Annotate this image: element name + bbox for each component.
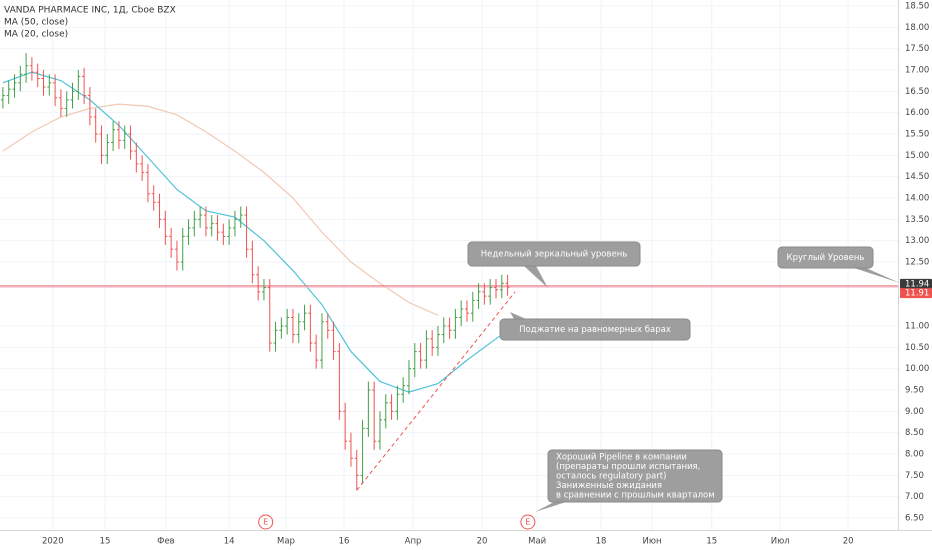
y-tick-label: 10.50 <box>905 343 929 353</box>
callout-text: Недельный зеркальный уровень <box>481 250 628 260</box>
x-tick-label: 15 <box>100 537 111 547</box>
y-tick-label: 14.50 <box>905 172 929 182</box>
callout-pointer <box>535 502 566 512</box>
x-tick-label: 16 <box>339 537 350 547</box>
callout-box <box>777 246 874 269</box>
y-tick-label: 9.50 <box>905 386 924 396</box>
y-tick-label: 9.00 <box>905 407 924 417</box>
y-tick-label: 18.50 <box>905 2 929 12</box>
y-tick-label: 6.50 <box>905 514 924 524</box>
callout-text: Заниженные ожидания <box>556 481 662 491</box>
y-tick-label: 13.00 <box>905 236 929 246</box>
plot <box>0 52 898 491</box>
y-tick-label: 13.50 <box>905 215 929 225</box>
y-tick-label: 12.50 <box>905 258 929 268</box>
callout-text: (препараты прошли испытания, <box>556 462 700 472</box>
legend-entry: MA (20, close) <box>4 30 68 40</box>
ma-line <box>2 103 439 316</box>
callout-pointer <box>854 268 900 283</box>
trend-line <box>356 291 516 491</box>
earnings-label: E <box>263 518 268 527</box>
callout-text: осталось regulatory part) <box>556 472 666 482</box>
y-tick-label: 16.00 <box>905 108 929 118</box>
y-tick-label: 11.00 <box>905 322 929 332</box>
callout-box <box>467 241 641 267</box>
y-tick-label: 10.00 <box>905 364 929 374</box>
x-tick-label: Май <box>528 537 546 547</box>
x-tick-label: Июн <box>642 537 661 547</box>
x-tick-label: 2020 <box>42 537 64 547</box>
callout-box <box>547 449 723 503</box>
x-tick-label: Мар <box>277 537 295 547</box>
y-tick-label: 8.00 <box>905 450 924 460</box>
annotations: E E Недельный зеркальный уровень Круглый Ур… <box>258 241 900 530</box>
earnings-marker <box>258 514 274 530</box>
callout-box <box>499 318 691 341</box>
x-tick-label: Фев <box>157 537 175 547</box>
price-tag-label: 11.91 <box>905 289 929 299</box>
callout-text: Хороший Pipeline в компании <box>556 453 687 463</box>
grid <box>0 0 898 530</box>
price-tag <box>900 278 932 289</box>
x-tick-label: 20 <box>843 537 854 547</box>
legend-entry: MA (50, close) <box>4 18 68 28</box>
y-tick-label: 17.50 <box>905 44 929 54</box>
x-tick-label: Апр <box>405 537 422 547</box>
chart-title: VANDA PHARMACE INC, 1Д, Cboe BZX <box>4 6 176 16</box>
earnings-marker <box>520 514 536 530</box>
y-tick-label: 15.50 <box>905 130 929 140</box>
y-tick-label: 14.00 <box>905 194 929 204</box>
x-tick-label: 14 <box>224 537 235 547</box>
x-tick-label: 15 <box>706 537 717 547</box>
price-tag-label: 11.94 <box>905 279 929 289</box>
y-tick-label: 16.50 <box>905 87 929 97</box>
callout-text: Поджатие на равномерных барах <box>519 325 671 335</box>
price-tag <box>900 288 932 299</box>
callout-pointer <box>510 312 526 319</box>
y-tick-label: 7.00 <box>905 492 924 502</box>
y-tick-label: 18.00 <box>905 23 929 33</box>
y-tick-label: 7.50 <box>905 471 924 481</box>
callout-pointer <box>524 266 548 288</box>
axes: 6.50 7.00 7.50 8.00 8.50 9.00 9.50 10.00 10.50 11… <box>42 2 932 547</box>
earnings-label: E <box>525 518 530 527</box>
x-tick-label: 18 <box>596 537 607 547</box>
callout-text: Круглый Уровень <box>787 253 865 263</box>
callout-text: в сравнении с прошлым кварталом <box>556 491 715 501</box>
y-tick-label: 15.00 <box>905 151 929 161</box>
x-tick-label: 20 <box>477 537 488 547</box>
y-tick-label: 17.00 <box>905 66 929 76</box>
x-tick-label: Июл <box>771 537 790 547</box>
y-tick-label: 8.50 <box>905 428 924 438</box>
